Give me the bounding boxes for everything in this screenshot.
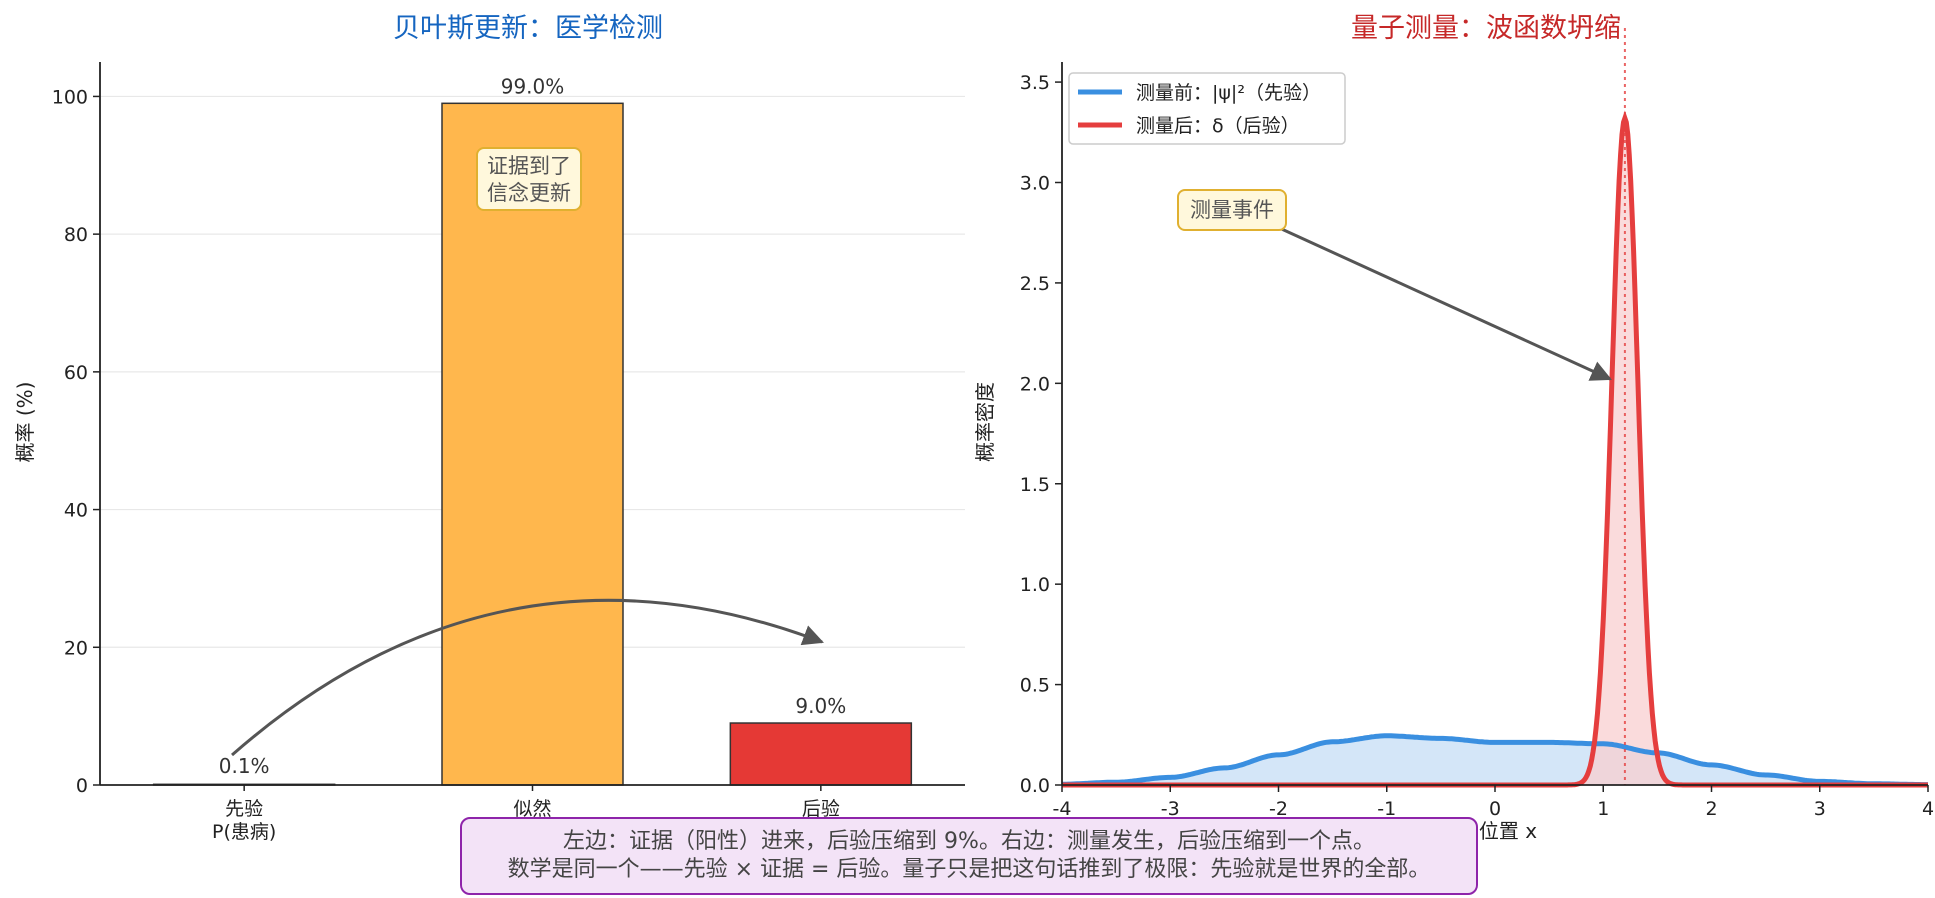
y-tick-label: 2.5 bbox=[1020, 273, 1050, 295]
y-tick-label: 0.0 bbox=[1020, 775, 1050, 797]
bar-value-label: 0.1% bbox=[219, 754, 270, 778]
x-tick-label: -4 bbox=[1053, 798, 1072, 820]
right-y-axis-label: 概率密度 bbox=[973, 382, 997, 462]
x-tick-label: 0 bbox=[1489, 798, 1501, 820]
y-tick-label: 20 bbox=[64, 637, 88, 659]
left-chart-title: 贝叶斯更新：医学检测 bbox=[393, 13, 663, 44]
y-tick-label: 0 bbox=[76, 775, 88, 797]
left-y-axis-label: 概率 (%) bbox=[13, 382, 37, 463]
x-tick-label: 2 bbox=[1705, 798, 1717, 820]
y-tick-label: 0.5 bbox=[1020, 675, 1050, 697]
right-x-ticks: -4 -3 -2 -1 0 1 2 3 4 bbox=[1053, 785, 1934, 820]
prior-line bbox=[1062, 733, 1928, 788]
right-y-ticks: 0.0 0.5 1.0 1.5 2.0 2.5 3.0 3.5 bbox=[1020, 72, 1062, 797]
bar-2 bbox=[441, 102, 624, 786]
x-tick-label: 1 bbox=[1597, 798, 1609, 820]
caption-line-1: 左边：证据（阳性）进来，后验压缩到 9%。右边：测量发生，后验压缩到一个点。 bbox=[563, 829, 1375, 854]
x-tick-label: 似然 bbox=[513, 798, 551, 820]
right-chart-title: 量子测量：波函数坍缩 bbox=[1351, 13, 1621, 44]
bar-value-label: 9.0% bbox=[795, 694, 846, 718]
left-y-ticks: 0 20 40 60 80 100 bbox=[52, 86, 100, 797]
y-tick-label: 100 bbox=[52, 86, 88, 108]
x-tick-label: -2 bbox=[1269, 798, 1288, 820]
y-tick-label: 40 bbox=[64, 500, 88, 522]
update-arrow bbox=[231, 598, 824, 757]
measurement-note-label: 测量事件 bbox=[1190, 198, 1274, 222]
prior-area bbox=[1062, 735, 1928, 785]
left-bars bbox=[152, 102, 913, 786]
legend: 测量前：|ψ|²（先验） 测量后：δ（后验） bbox=[1068, 72, 1346, 145]
x-tick-label: -1 bbox=[1377, 798, 1396, 820]
y-tick-label: 80 bbox=[64, 224, 88, 246]
evidence-note-line1: 证据到了 bbox=[487, 154, 571, 178]
y-tick-label: 3.0 bbox=[1020, 173, 1050, 195]
y-tick-label: 2.0 bbox=[1020, 373, 1050, 395]
caption-line-2: 数学是同一个——先验 × 证据 = 后验。量子只是把这句话推到了极限：先验就是世… bbox=[507, 857, 1431, 882]
y-tick-label: 1.5 bbox=[1020, 474, 1050, 496]
y-tick-label: 60 bbox=[64, 362, 88, 384]
x-tick-label: 4 bbox=[1922, 798, 1934, 820]
left-value-labels: 0.1% 99.0% 9.0% bbox=[219, 74, 846, 778]
y-tick-label: 3.5 bbox=[1020, 72, 1050, 94]
x-tick-label: -3 bbox=[1161, 798, 1180, 820]
quantum-chart: 量子测量：波函数坍缩 0.0 0.5 1.0 1.5 2.0 2.5 3.0 3.5 -4 -3… bbox=[973, 13, 1934, 843]
measurement-arrow bbox=[1274, 224, 1612, 381]
y-tick-label: 1.0 bbox=[1020, 574, 1050, 596]
evidence-note-line2: 信念更新 bbox=[487, 181, 571, 205]
evidence-note: 证据到了 信念更新 bbox=[476, 147, 582, 211]
right-area-fills bbox=[1062, 118, 1928, 785]
bar-value-label: 99.0% bbox=[501, 74, 565, 98]
x-tick-label: 3 bbox=[1814, 798, 1826, 820]
measurement-note: 测量事件 bbox=[1177, 189, 1287, 231]
bar-3 bbox=[729, 722, 913, 786]
right-x-axis-label: 位置 x bbox=[1479, 819, 1537, 843]
bayes-chart: 贝叶斯更新：医学检测 0 20 40 60 80 100 先验P(患病) 似然 后验 0.1%… bbox=[13, 13, 965, 843]
x-tick-label: 后验 bbox=[802, 798, 840, 820]
legend-label-before: 测量前：|ψ|²（先验） bbox=[1136, 82, 1321, 104]
left-x-ticks: 先验P(患病) 似然 后验 bbox=[212, 785, 840, 843]
x-tick-label: 先验 bbox=[225, 798, 263, 820]
legend-label-after: 测量后：δ（后验） bbox=[1136, 115, 1300, 137]
right-axes bbox=[1061, 62, 1928, 786]
x-tick-sublabel: P(患病) bbox=[212, 821, 276, 843]
caption-box: 左边：证据（阳性）进来，后验压缩到 9%。右边：测量发生，后验压缩到一个点。 数… bbox=[460, 817, 1478, 895]
